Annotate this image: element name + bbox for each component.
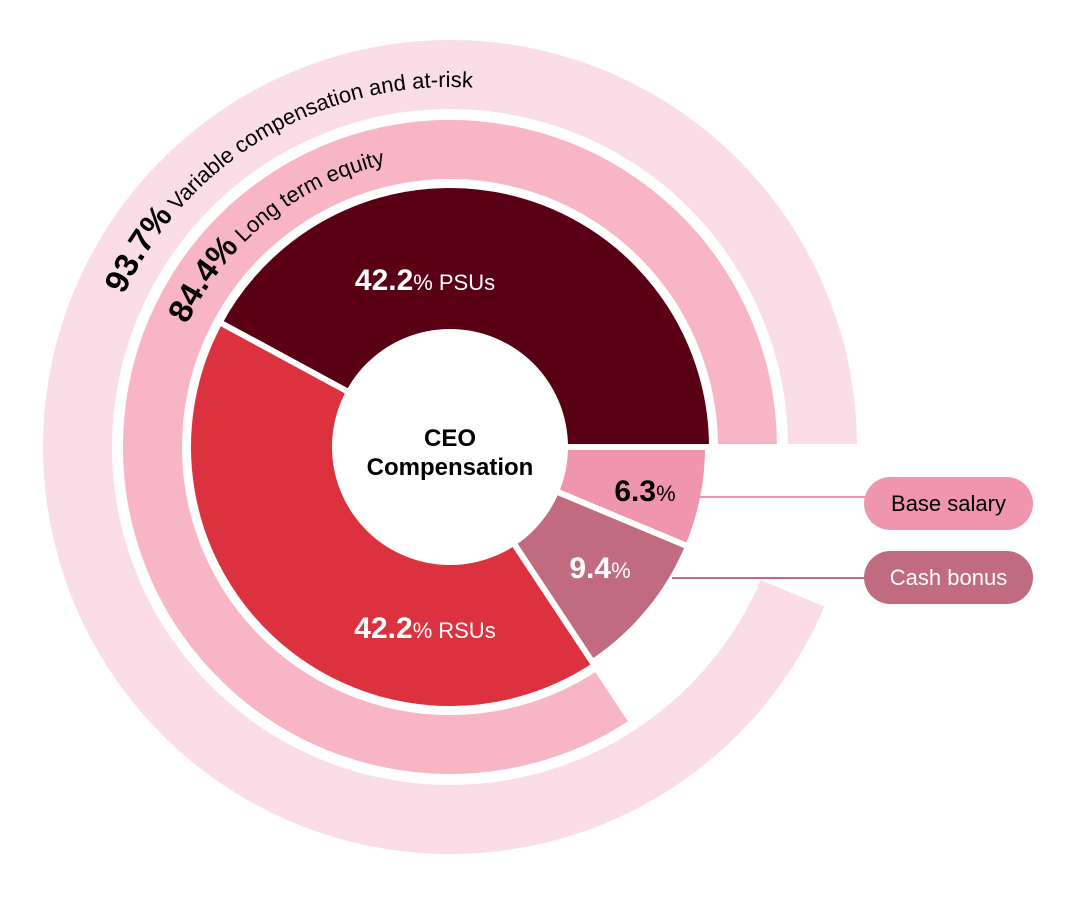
- legend-base-salary: Base salary: [864, 477, 1033, 530]
- rsus-data-label: 42.2% RSUs: [354, 612, 495, 645]
- center-label-line1: CEO: [424, 425, 476, 452]
- center-hole: [332, 329, 568, 565]
- cash-bonus-data-label: 9.4%: [569, 552, 630, 585]
- outer-ring-variable-compensation: [37, 34, 863, 860]
- center-label-line2: Compensation: [367, 454, 534, 481]
- legend-cash-bonus: Cash bonus: [864, 551, 1033, 604]
- base-salary-data-label: 6.3%: [614, 475, 675, 508]
- psus-data-label: 42.2% PSUs: [355, 264, 495, 297]
